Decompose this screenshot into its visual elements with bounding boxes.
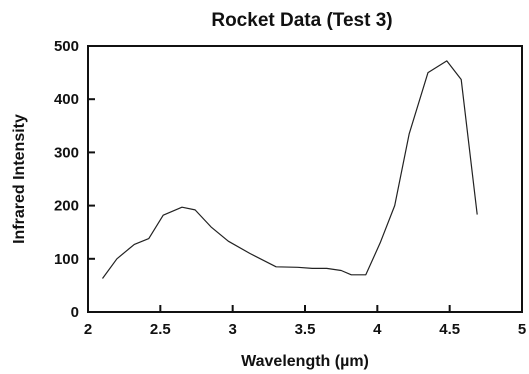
chart-title: Rocket Data (Test 3): [211, 10, 392, 31]
x-axis-label: Wavelength (µm): [241, 353, 369, 370]
x-tick-label: 4.5: [439, 321, 460, 338]
x-tick-label: 3: [228, 321, 236, 338]
y-tick-label: 200: [54, 198, 79, 215]
x-tick-label: 4: [373, 321, 382, 338]
x-tick-label: 3.5: [295, 321, 316, 338]
y-axis-label: Infrared Intensity: [11, 114, 28, 244]
y-tick-label: 400: [54, 91, 79, 108]
y-tick-label: 300: [54, 144, 79, 161]
x-axis: 2 2.5 3 3.5 4 4.5 5: [84, 305, 526, 338]
y-axis: 0 100 200 300 400 500: [54, 38, 95, 321]
y-tick-label: 500: [54, 38, 79, 55]
x-tick-label: 5: [518, 321, 526, 338]
plot-frame: [87, 45, 523, 313]
x-tick-label: 2: [84, 321, 92, 338]
series-line: [102, 60, 478, 279]
y-tick-label: 100: [54, 251, 79, 268]
x-tick-label: 2.5: [150, 321, 171, 338]
y-tick-label: 0: [71, 304, 79, 321]
